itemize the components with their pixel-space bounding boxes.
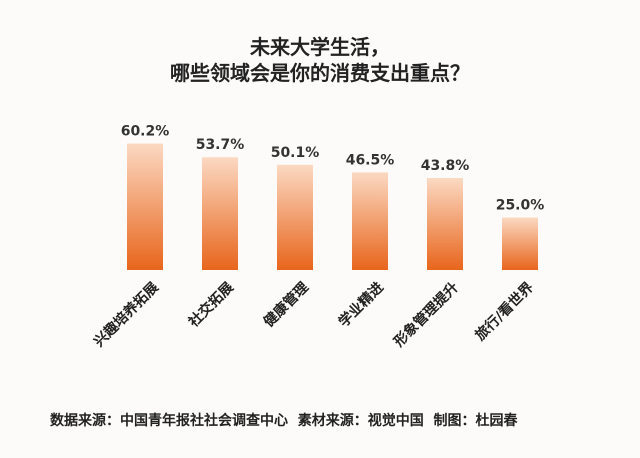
value-label-0: 60.2% — [121, 124, 170, 140]
category-label-4: 形象管理提升 — [390, 279, 461, 350]
bar-5 — [502, 217, 538, 270]
category-label-5: 旅行/看世界 — [472, 278, 538, 344]
category-label-0: 兴趣培养拓展 — [90, 279, 161, 350]
category-label-2: 健康管理 — [260, 279, 312, 331]
bar-2 — [277, 164, 313, 270]
bar-0 — [127, 143, 163, 270]
value-label-4: 43.8% — [421, 158, 470, 174]
value-label-1: 53.7% — [196, 137, 245, 153]
value-label-5: 25.0% — [496, 198, 545, 214]
category-label-1: 社交拓展 — [185, 279, 237, 331]
source-footer: 数据来源：中国青年报社社会调查中心 素材来源：视觉中国 制图：杜园春 — [50, 413, 518, 429]
value-label-3: 46.5% — [346, 152, 395, 168]
chart-title-line-2: 哪些领域会是你的消费支出重点？ — [170, 61, 470, 85]
bar-4 — [427, 178, 463, 270]
chart-title-line-1: 未来大学生活， — [250, 35, 390, 59]
bar-1 — [202, 157, 238, 270]
category-label-3: 学业精进 — [335, 279, 387, 331]
bar-3 — [352, 172, 388, 270]
value-label-2: 50.1% — [271, 145, 320, 161]
